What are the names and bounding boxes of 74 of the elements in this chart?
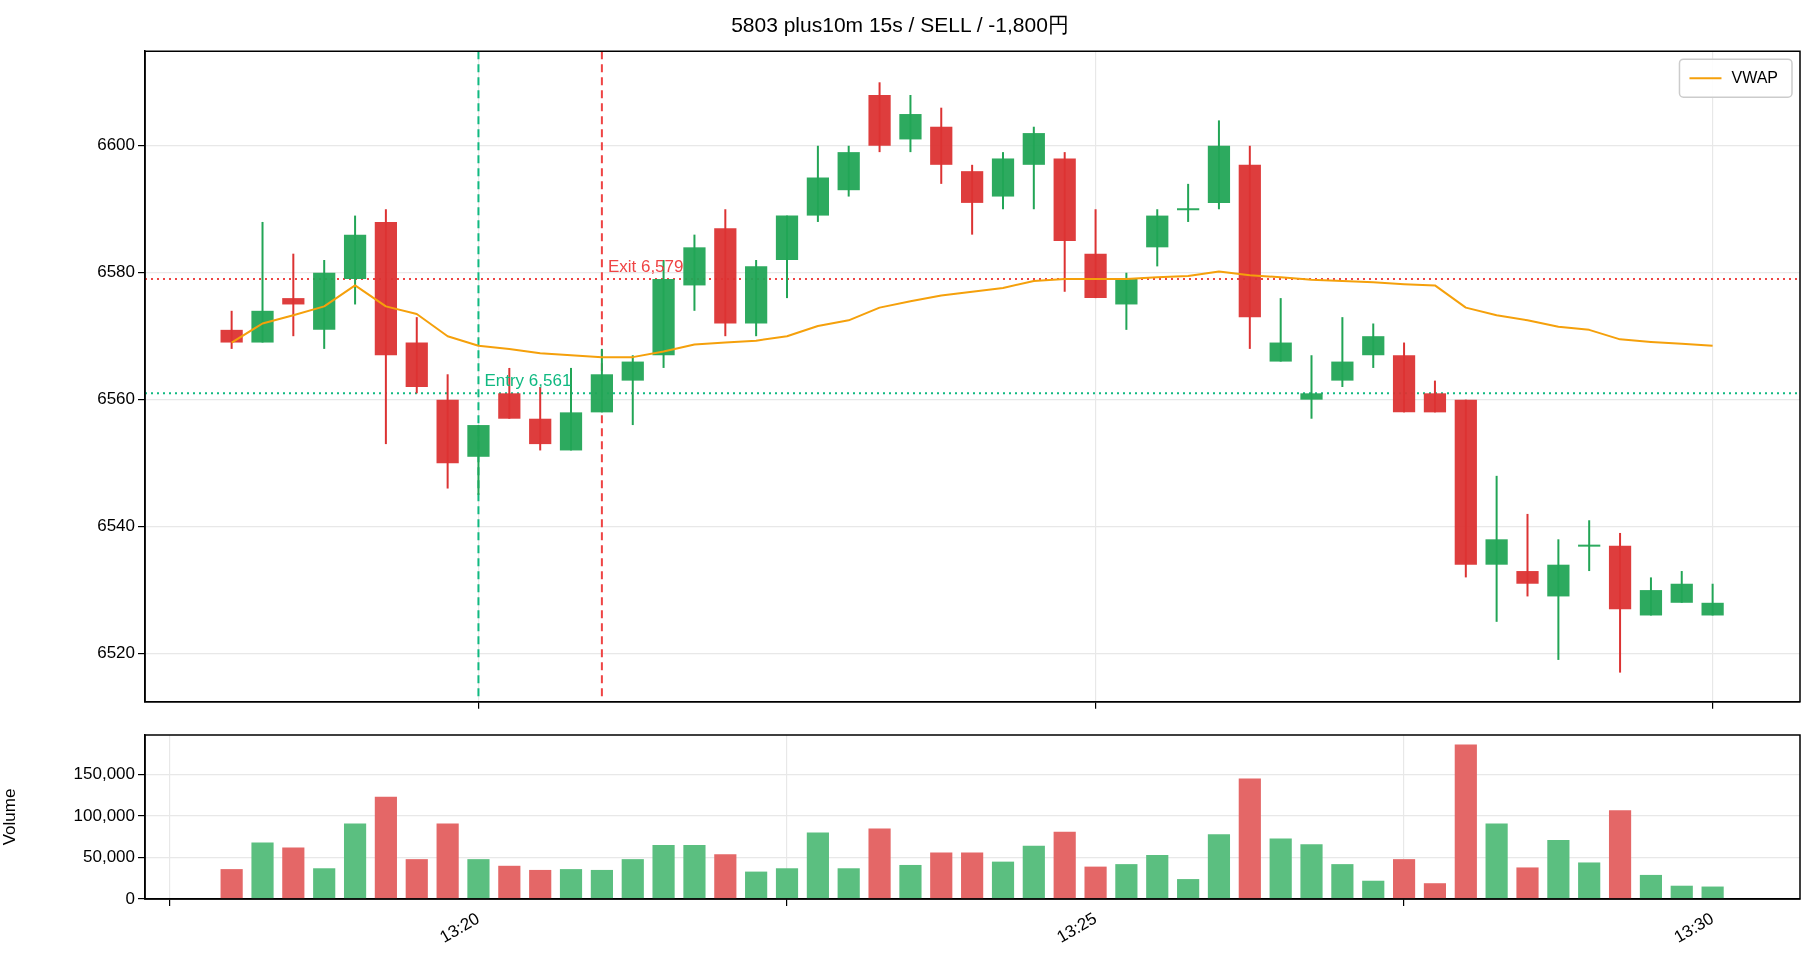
bar xyxy=(529,869,552,899)
bar xyxy=(1639,874,1663,899)
bar xyxy=(498,865,521,899)
bar xyxy=(313,868,336,899)
y-tick-label: 6600 xyxy=(97,135,135,155)
y-tick-label: 0 xyxy=(125,888,135,908)
bar xyxy=(745,871,768,899)
bar xyxy=(343,823,367,899)
bar xyxy=(714,854,737,899)
bar xyxy=(683,845,706,899)
bar xyxy=(1516,867,1539,899)
candlestick xyxy=(1177,182,1200,223)
y-tick-label: 6540 xyxy=(97,516,135,536)
candlestick xyxy=(1300,354,1323,420)
y-tick-label: 150,000 xyxy=(73,764,135,784)
bar xyxy=(467,859,490,899)
y-tick-label: 6580 xyxy=(97,262,135,282)
bar xyxy=(1207,834,1231,899)
candlestick xyxy=(1578,519,1601,573)
bar xyxy=(1547,840,1570,899)
y-tick-label: 100,000 xyxy=(73,805,135,825)
bar xyxy=(251,842,274,899)
candlestick xyxy=(1701,582,1724,617)
bar xyxy=(374,796,397,899)
bar xyxy=(930,852,953,899)
candlestick xyxy=(1423,379,1447,414)
y-tick-label: 6520 xyxy=(97,643,135,663)
candlestick xyxy=(621,354,644,427)
bar xyxy=(1485,823,1508,899)
bar xyxy=(1454,744,1477,899)
bar xyxy=(1608,810,1632,899)
candlestick xyxy=(1670,570,1693,604)
bar xyxy=(1053,831,1076,899)
candlestick xyxy=(1516,512,1539,598)
legend-label: VWAP xyxy=(1731,68,1779,86)
y-axis-title: Volume xyxy=(0,788,19,846)
bar xyxy=(991,861,1015,899)
bar xyxy=(837,868,860,899)
candlestick xyxy=(1269,297,1292,363)
bar xyxy=(559,869,583,899)
bar xyxy=(1300,844,1323,899)
bar xyxy=(1362,880,1385,899)
y-tick-label: 6560 xyxy=(97,389,135,409)
bar xyxy=(1022,845,1045,899)
candlestick xyxy=(282,252,305,338)
bar xyxy=(1177,879,1200,899)
bar xyxy=(1269,838,1292,899)
bar xyxy=(899,864,922,899)
bar xyxy=(775,868,799,899)
bar xyxy=(1146,854,1169,899)
bar xyxy=(1423,883,1447,899)
bar xyxy=(961,852,984,899)
candlestick xyxy=(1331,316,1354,388)
bar xyxy=(652,845,675,899)
candlestick xyxy=(220,309,243,350)
bar xyxy=(1701,886,1724,899)
bar xyxy=(1670,885,1693,899)
chart-title: 5803 plus10m 15s / SELL / -1,800円 xyxy=(731,13,1069,37)
bar xyxy=(1115,864,1138,899)
bar xyxy=(590,869,613,899)
bar xyxy=(806,832,829,899)
bar xyxy=(282,847,305,899)
y-tick-label: 50,000 xyxy=(83,847,135,867)
bar xyxy=(1578,862,1601,899)
bar xyxy=(1084,866,1107,899)
bar xyxy=(868,828,891,899)
bar xyxy=(1331,864,1354,899)
bar xyxy=(405,859,428,899)
bar xyxy=(1238,778,1261,899)
bar xyxy=(436,823,459,899)
candlestick xyxy=(1362,322,1385,369)
bar xyxy=(621,859,644,899)
bar xyxy=(220,869,243,899)
bar xyxy=(1392,859,1416,899)
